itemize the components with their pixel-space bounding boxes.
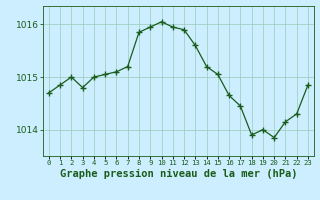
X-axis label: Graphe pression niveau de la mer (hPa): Graphe pression niveau de la mer (hPa) (60, 169, 297, 179)
